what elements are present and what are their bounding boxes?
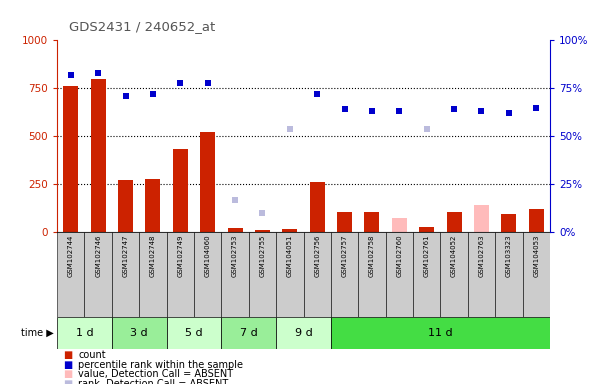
Bar [468, 232, 495, 317]
Text: 1 d: 1 d [76, 328, 93, 338]
Bar [249, 232, 276, 317]
Bar [419, 227, 435, 232]
Text: time ▶: time ▶ [22, 328, 54, 338]
Text: GSM102753: GSM102753 [232, 235, 238, 277]
Text: GSM104060: GSM104060 [205, 235, 211, 278]
Text: GSM102748: GSM102748 [150, 235, 156, 277]
Text: GSM102758: GSM102758 [369, 235, 375, 277]
Text: GSM102761: GSM102761 [424, 235, 430, 278]
Bar [331, 317, 550, 349]
Bar [166, 232, 194, 317]
Bar [63, 86, 78, 232]
Bar [200, 132, 215, 232]
Bar [447, 212, 462, 232]
Bar [413, 232, 441, 317]
Bar [495, 232, 522, 317]
Bar [282, 230, 297, 232]
Text: 5 d: 5 d [185, 328, 203, 338]
Text: GSM102763: GSM102763 [478, 235, 484, 278]
Text: GSM102760: GSM102760 [396, 235, 402, 278]
Bar [276, 317, 331, 349]
Text: GSM102744: GSM102744 [68, 235, 74, 277]
Bar [221, 232, 249, 317]
Text: GSM102757: GSM102757 [341, 235, 347, 277]
Text: GSM102755: GSM102755 [260, 235, 266, 277]
Text: count: count [78, 350, 106, 360]
Bar [276, 232, 304, 317]
Text: GSM104051: GSM104051 [287, 235, 293, 277]
Bar [310, 182, 325, 232]
Bar [364, 212, 379, 232]
Bar [392, 218, 407, 232]
Text: GSM102747: GSM102747 [123, 235, 129, 277]
Text: percentile rank within the sample: percentile rank within the sample [78, 360, 243, 370]
Text: ■: ■ [63, 369, 72, 379]
Bar [501, 214, 516, 232]
Bar [331, 232, 358, 317]
Bar [118, 180, 133, 232]
Bar [139, 232, 166, 317]
Bar [112, 317, 166, 349]
Bar [57, 317, 112, 349]
Bar [255, 230, 270, 232]
Bar [304, 232, 331, 317]
Bar [91, 79, 106, 232]
Bar [529, 209, 544, 232]
Bar [474, 205, 489, 232]
Bar [166, 317, 221, 349]
Text: GSM104052: GSM104052 [451, 235, 457, 277]
Bar [112, 232, 139, 317]
Text: 9 d: 9 d [294, 328, 313, 338]
Text: rank, Detection Call = ABSENT: rank, Detection Call = ABSENT [78, 379, 228, 384]
Bar [172, 149, 188, 232]
Bar [522, 232, 550, 317]
Text: GSM102756: GSM102756 [314, 235, 320, 277]
Text: 7 d: 7 d [240, 328, 258, 338]
Bar [337, 212, 352, 232]
Text: ■: ■ [63, 360, 72, 370]
Bar [386, 232, 413, 317]
Bar [228, 228, 243, 232]
Bar [85, 232, 112, 317]
Text: ■: ■ [63, 379, 72, 384]
Text: 3 d: 3 d [130, 328, 148, 338]
Bar [441, 232, 468, 317]
Text: GSM103323: GSM103323 [506, 235, 512, 278]
Text: value, Detection Call = ABSENT: value, Detection Call = ABSENT [78, 369, 233, 379]
Bar [194, 232, 221, 317]
Text: GSM102749: GSM102749 [177, 235, 183, 277]
Bar [145, 179, 160, 232]
Text: ■: ■ [63, 350, 72, 360]
Text: GDS2431 / 240652_at: GDS2431 / 240652_at [69, 20, 215, 33]
Bar [221, 317, 276, 349]
Bar [358, 232, 386, 317]
Text: GSM104053: GSM104053 [533, 235, 539, 277]
Text: GSM102746: GSM102746 [95, 235, 101, 277]
Text: 11 d: 11 d [428, 328, 453, 338]
Bar [57, 232, 85, 317]
